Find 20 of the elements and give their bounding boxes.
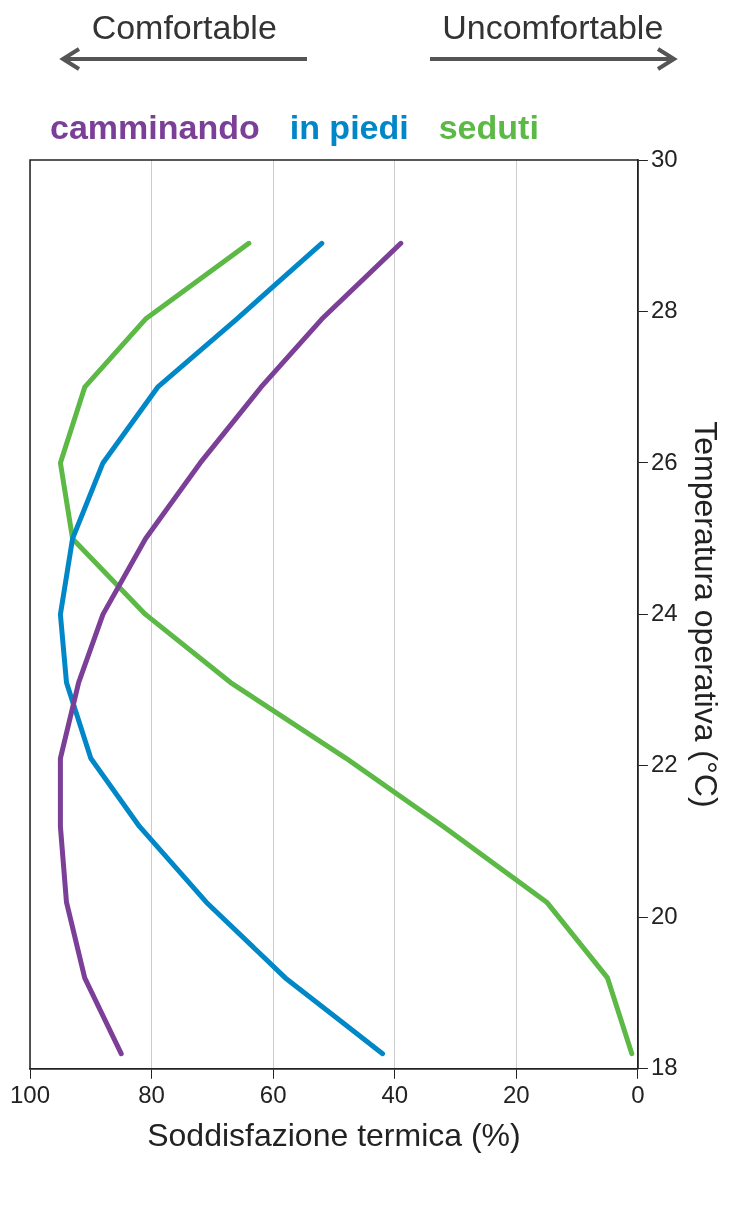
y-tick-label: 22: [650, 750, 678, 778]
x-tick-label: 0: [631, 1080, 645, 1108]
y-tick-label: 26: [650, 447, 678, 475]
text: camminando: [50, 108, 260, 147]
y-tick-label: 24: [650, 599, 678, 627]
text: Uncomfortable: [441, 8, 665, 47]
x-axis-title: Soddisfazione termica (%): [147, 1116, 521, 1153]
x-tick-label: 100: [9, 1080, 51, 1108]
x-tick-label: 20: [502, 1080, 530, 1108]
text: in piedi: [289, 108, 409, 147]
y-tick-label: 18: [650, 1053, 678, 1081]
text: Comfortable: [90, 8, 278, 47]
y-tick-label: 30: [650, 144, 678, 172]
x-tick-label: 40: [381, 1080, 409, 1108]
y-tick-label: 20: [650, 901, 678, 929]
text: seduti: [438, 108, 539, 147]
x-tick-label: 60: [259, 1080, 287, 1108]
y-tick-label: 28: [650, 296, 678, 324]
x-tick-label: 80: [138, 1080, 165, 1108]
y-axis-title: Temperatura operativa (°C): [687, 421, 724, 808]
